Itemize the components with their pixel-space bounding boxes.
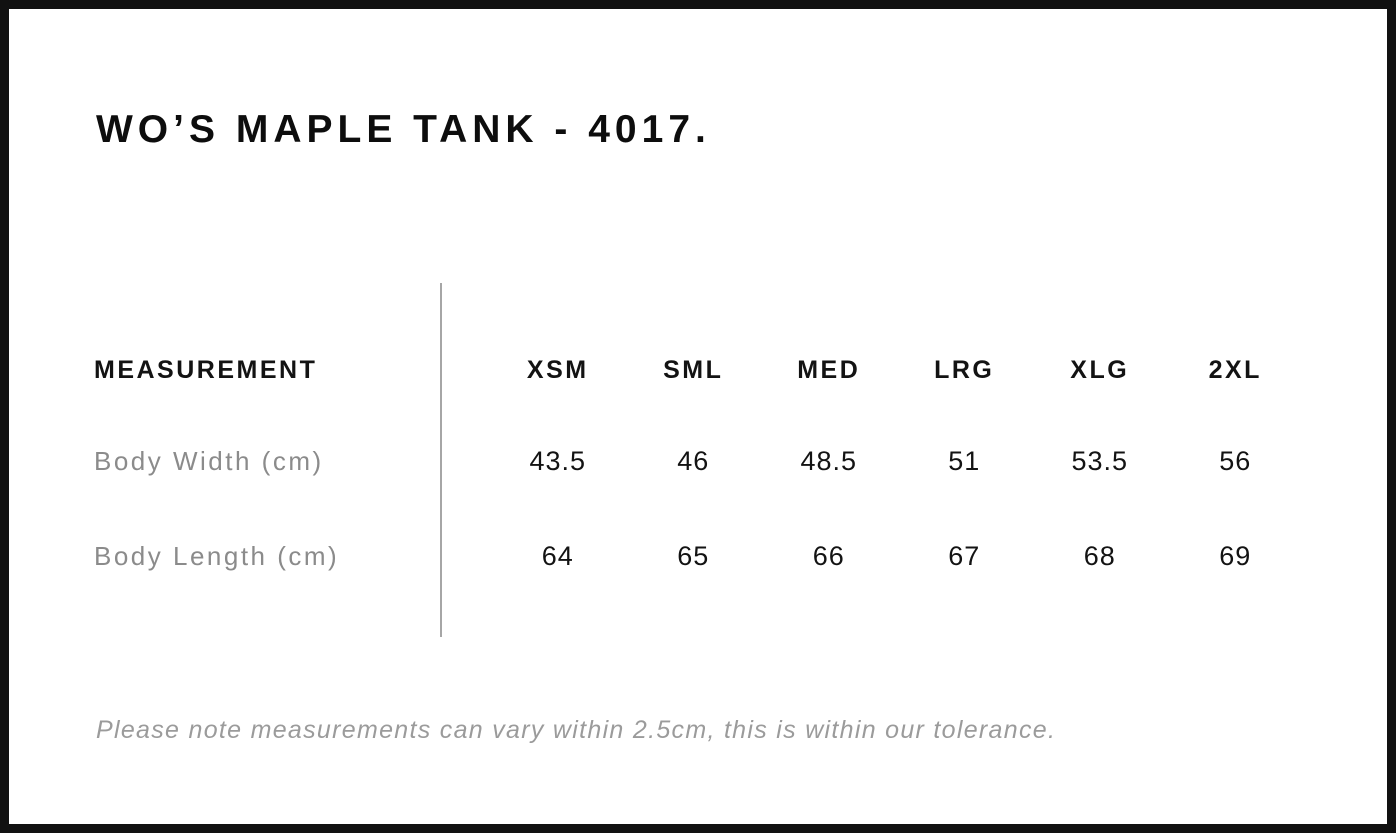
body-width-med-value: 48.5 [800,445,858,476]
size-header-xlg: XLG [1070,355,1130,384]
body-length-med-value: 66 [812,540,845,571]
body-length-2xl-value: 69 [1219,540,1252,571]
size-header-2xl: 2XL [1208,355,1262,384]
body-width-xlg-value: 53.5 [1071,445,1129,476]
measurement-column-header: MEASUREMENT [94,355,318,384]
table-row-body-width: Body Width (cm) 43.5 46 48.5 51 53.5 56 [94,441,1303,481]
size-header-lrg: LRG [934,355,995,384]
size-header-med: MED [797,355,861,384]
body-length-lrg-value: 67 [948,540,981,571]
body-length-xsm-value: 64 [541,540,574,571]
table-divider-line [440,283,442,637]
row-label-body-width: Body Width (cm) [94,445,324,476]
size-header-sml: SML [663,355,724,384]
size-header-xsm: XSM [526,355,589,384]
body-width-2xl-value: 56 [1219,445,1252,476]
body-width-sml-value: 46 [677,445,710,476]
tolerance-note: Please note measurements can vary within… [96,716,1057,744]
table-row-body-length: Body Length (cm) 64 65 66 67 68 69 [94,536,1303,576]
body-length-sml-value: 65 [677,540,710,571]
product-title: WO’S MAPLE TANK - 4017. [96,108,711,151]
body-width-xsm-value: 43.5 [529,445,587,476]
body-length-xlg-value: 68 [1083,540,1116,571]
row-label-body-length: Body Length (cm) [94,540,340,571]
body-width-lrg-value: 51 [948,445,981,476]
table-header-row: MEASUREMENT XSM SML MED LRG XLG 2XL [94,350,1303,390]
